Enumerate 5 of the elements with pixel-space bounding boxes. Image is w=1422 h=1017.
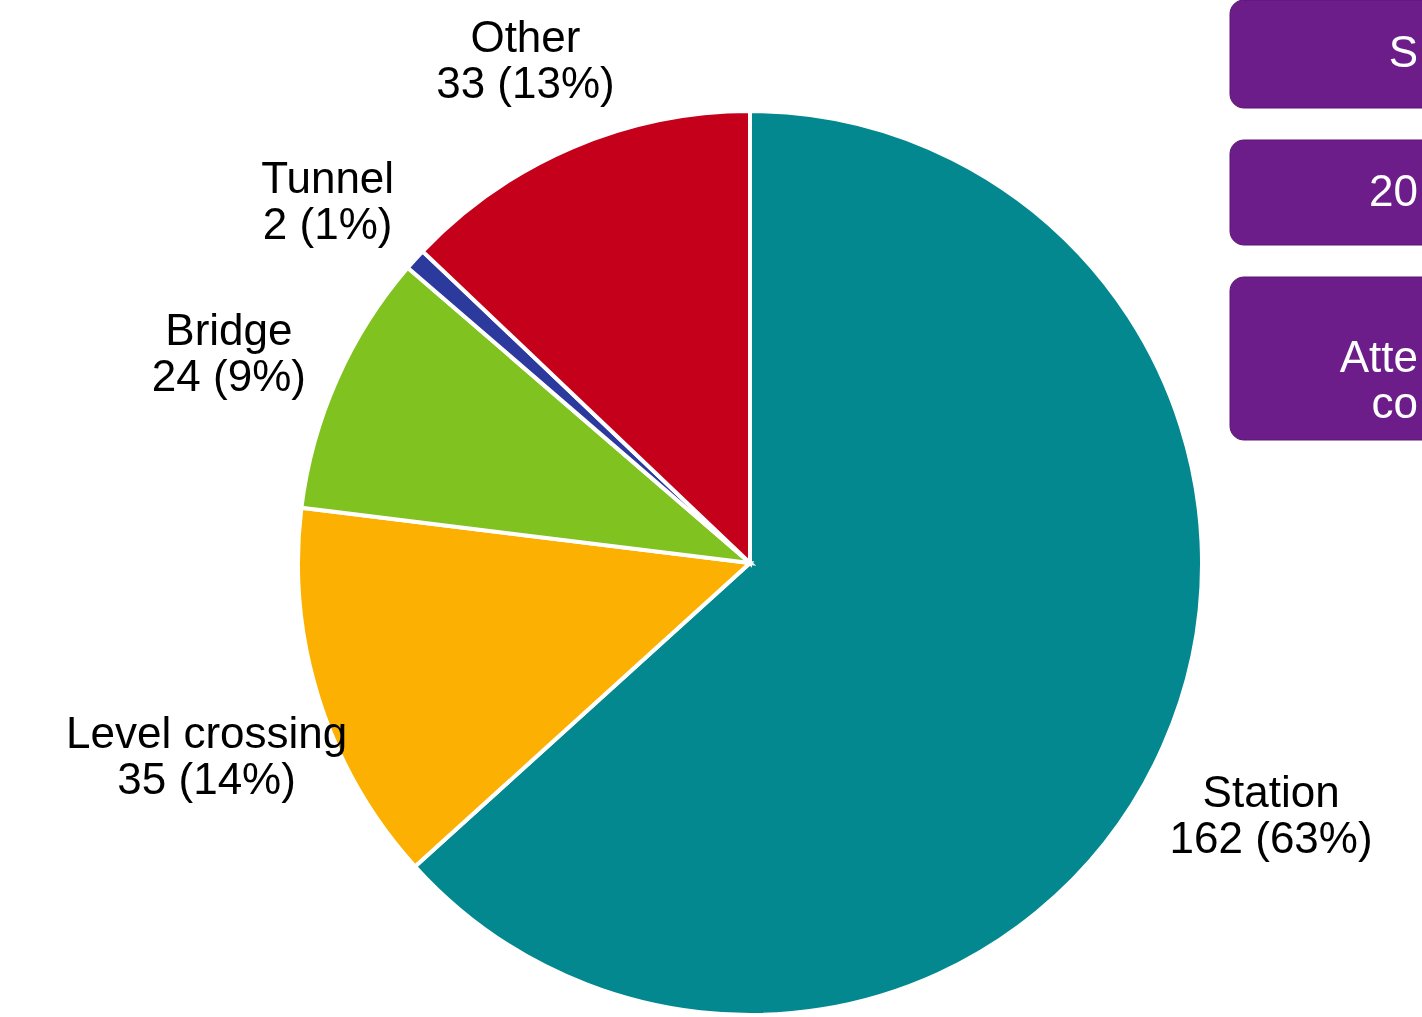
text: 20 xyxy=(1369,165,1418,215)
text: Atte co xyxy=(1339,331,1418,427)
text: S xyxy=(1388,27,1418,76)
slice-label: Bridge xyxy=(165,305,293,355)
data-label: 35 (14%) xyxy=(117,754,296,804)
